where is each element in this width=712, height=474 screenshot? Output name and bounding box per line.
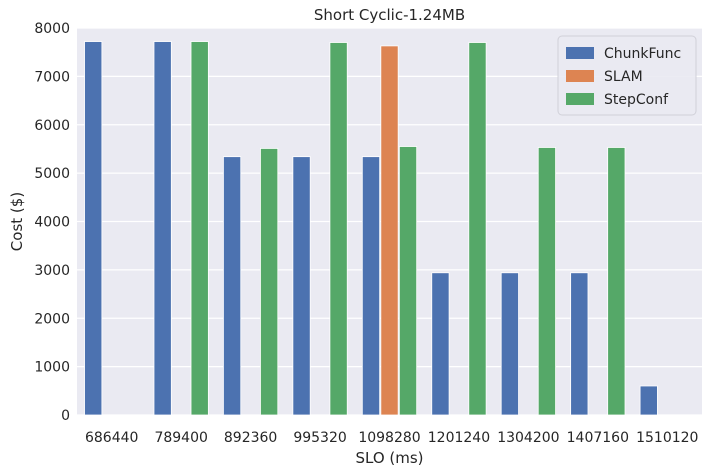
bar-stepconf-892360 — [260, 148, 279, 416]
x-tick-label: 1304200 — [497, 430, 559, 446]
legend-swatch-chunkfunc — [566, 47, 594, 59]
x-tick-label: 1510120 — [636, 430, 698, 446]
y-tick-label: 2000 — [34, 311, 70, 327]
bar-slam-1098280 — [380, 45, 399, 416]
bar-chunkfunc-892360 — [223, 156, 242, 416]
x-tick-labels: 686440 789400 892360 995320 1098280 1201240 13… — [85, 430, 698, 446]
legend-swatch-slam — [566, 70, 594, 82]
legend: ChunkFunc SLAM StepConf — [557, 35, 697, 116]
bars — [84, 41, 658, 416]
legend-label-chunkfunc: ChunkFunc — [604, 46, 681, 62]
y-axis-label: Cost ($) — [8, 192, 26, 251]
legend-label-slam: SLAM — [604, 69, 643, 85]
y-tick-label: 0 — [61, 408, 70, 424]
y-tick-label: 3000 — [34, 263, 70, 279]
bar-stepconf-1201240 — [468, 42, 487, 416]
bar-chunkfunc-1098280 — [361, 156, 381, 416]
bar-stepconf-1098280 — [398, 146, 418, 416]
x-tick-label: 1201240 — [428, 430, 490, 446]
bar-stepconf-995320 — [329, 42, 348, 416]
bar-chunkfunc-1510120 — [639, 385, 658, 416]
legend-label-stepconf: StepConf — [604, 92, 669, 108]
x-axis-label: SLO (ms) — [355, 449, 423, 467]
bar-chunkfunc-995320 — [292, 156, 311, 416]
x-tick-label: 1407160 — [567, 430, 629, 446]
y-tick-label: 6000 — [34, 118, 70, 134]
bar-chunkfunc-686440 — [84, 41, 103, 416]
x-tick-label: 789400 — [154, 430, 207, 446]
x-tick-label: 892360 — [224, 430, 277, 446]
y-tick-label: 4000 — [34, 215, 70, 231]
legend-swatch-stepconf — [566, 93, 594, 105]
x-tick-label: 1098280 — [358, 430, 420, 446]
y-tick-label: 7000 — [34, 69, 70, 85]
bar-chunkfunc-789400 — [153, 41, 172, 416]
bar-stepconf-789400 — [190, 41, 209, 416]
bar-chunkfunc-1407160 — [570, 272, 589, 416]
chart-title: Short Cyclic-1.24MB — [314, 6, 465, 24]
y-tick-label: 5000 — [34, 166, 70, 182]
x-tick-label: 995320 — [293, 430, 346, 446]
bar-chunkfunc-1201240 — [431, 272, 450, 416]
y-tick-labels: 0 1000 2000 3000 4000 5000 6000 7000 8000 — [34, 21, 70, 424]
bar-chunkfunc-1304200 — [500, 272, 519, 416]
x-tick-label: 686440 — [85, 430, 138, 446]
bar-stepconf-1304200 — [537, 147, 556, 416]
y-tick-label: 8000 — [34, 21, 70, 37]
y-tick-label: 1000 — [34, 360, 70, 376]
bar-stepconf-1407160 — [607, 147, 626, 416]
